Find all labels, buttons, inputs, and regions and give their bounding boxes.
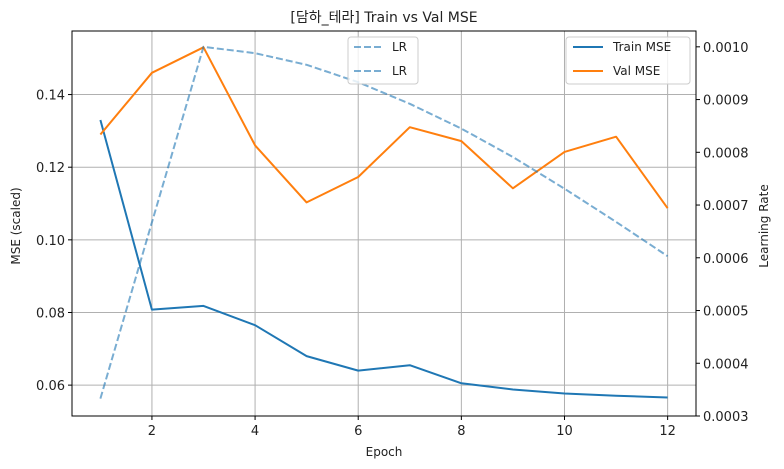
legend-lr: LR LR [347, 36, 419, 85]
plot-frame [71, 30, 697, 417]
legend-mse-box [565, 36, 691, 85]
y-tick-label: 0.14 [36, 89, 65, 104]
legend-lr-label-2: LR [392, 64, 407, 78]
legend-val-label: Val MSE [613, 64, 660, 78]
y2-tick-label: 0.0004 [703, 357, 749, 372]
x-tick-label: 2 [148, 424, 156, 439]
grid [72, 31, 696, 416]
x-tick-label: 10 [556, 424, 573, 439]
series-line-val-mse [99, 46, 669, 209]
y2-tick-label: 0.0007 [703, 199, 749, 214]
y2-tick-label: 0.0009 [703, 94, 749, 109]
series-group [99, 45, 669, 399]
y-tick-label: 0.12 [36, 161, 65, 176]
y2-tick-label: 0.0005 [703, 305, 749, 320]
x-axis: 2 4 6 8 10 12 [148, 416, 676, 439]
y-axis-left: 0.06 0.08 0.10 0.12 0.14 [36, 89, 72, 394]
x-tick-label: 4 [251, 424, 259, 439]
legend-mse: Train MSE Val MSE [565, 36, 691, 85]
y2-tick-label: 0.0010 [703, 41, 749, 56]
y-tick-label: 0.10 [36, 234, 65, 249]
y2-tick-label: 0.0008 [703, 146, 749, 161]
y2-tick-label: 0.0006 [703, 252, 749, 267]
legend-lr-label-1: LR [392, 40, 407, 54]
y-tick-label: 0.08 [36, 306, 65, 321]
legend-lr-box [347, 36, 419, 85]
x-tick-label: 6 [354, 424, 362, 439]
chart-title: [담하_테라] Train vs Val MSE [290, 10, 477, 26]
x-axis-label: Epoch [366, 445, 403, 459]
series-line-train-mse [99, 119, 668, 399]
y-tick-label: 0.06 [36, 379, 65, 394]
x-tick-label: 12 [659, 424, 676, 439]
y2-axis-label: Learning Rate [757, 184, 771, 267]
series-line-lr [99, 45, 669, 399]
y-axis-label: MSE (scaled) [9, 187, 23, 264]
y-axis-right: 0.0003 0.0004 0.0005 0.0006 0.0007 0.0008 0.00… [696, 41, 749, 425]
x-tick-label: 8 [457, 424, 465, 439]
legend-train-label: Train MSE [612, 40, 671, 54]
y2-tick-label: 0.0003 [703, 410, 749, 425]
